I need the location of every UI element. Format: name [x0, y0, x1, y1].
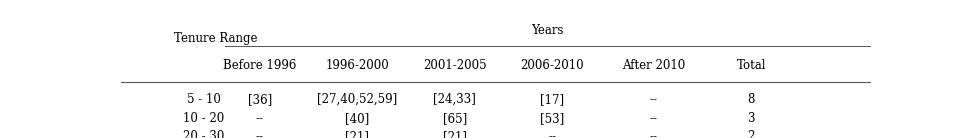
Text: 3: 3: [747, 112, 755, 125]
Text: Tenure Range: Tenure Range: [173, 32, 257, 45]
Text: --: --: [650, 130, 657, 138]
Text: Before 1996: Before 1996: [223, 59, 296, 72]
Text: [65]: [65]: [442, 112, 467, 125]
Text: 8: 8: [747, 93, 755, 106]
Text: 5 - 10: 5 - 10: [187, 93, 221, 106]
Text: 1996-2000: 1996-2000: [325, 59, 389, 72]
Text: After 2010: After 2010: [622, 59, 685, 72]
Text: --: --: [650, 93, 657, 106]
Text: 2006-2010: 2006-2010: [521, 59, 584, 72]
Text: [36]: [36]: [248, 93, 272, 106]
Text: Total: Total: [737, 59, 766, 72]
Text: 20 - 30: 20 - 30: [183, 130, 225, 138]
Text: [53]: [53]: [540, 112, 564, 125]
Text: [27,40,52,59]: [27,40,52,59]: [318, 93, 398, 106]
Text: [40]: [40]: [346, 112, 370, 125]
Text: 2001-2005: 2001-2005: [423, 59, 487, 72]
Text: [21]: [21]: [346, 130, 370, 138]
Text: --: --: [256, 112, 264, 125]
Text: --: --: [650, 112, 657, 125]
Text: [24,33]: [24,33]: [434, 93, 476, 106]
Text: --: --: [548, 130, 557, 138]
Text: [17]: [17]: [540, 93, 564, 106]
Text: 10 - 20: 10 - 20: [183, 112, 225, 125]
Text: [21]: [21]: [442, 130, 467, 138]
Text: 2: 2: [747, 130, 755, 138]
Text: Years: Years: [530, 24, 563, 37]
Text: --: --: [256, 130, 264, 138]
